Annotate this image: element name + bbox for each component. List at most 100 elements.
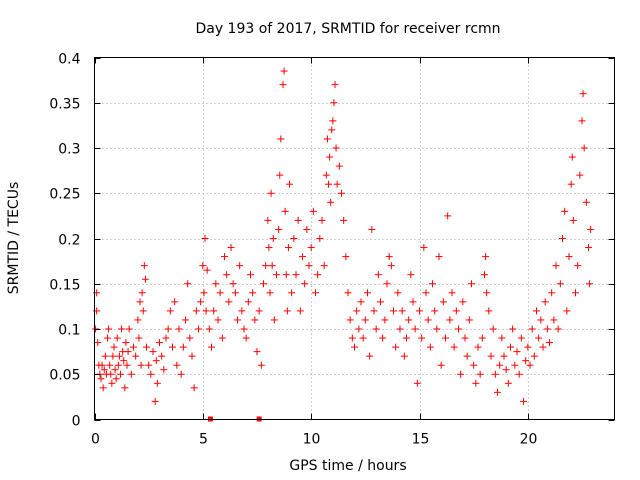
data-point <box>328 126 336 134</box>
data-point <box>344 289 352 297</box>
data-point <box>123 361 131 369</box>
data-point <box>141 275 149 283</box>
data-point <box>132 352 140 360</box>
data-point <box>260 280 267 288</box>
data-point <box>374 271 382 279</box>
data-point <box>273 271 280 279</box>
data-point <box>94 339 102 347</box>
data-point <box>143 343 150 351</box>
data-point <box>372 325 380 333</box>
data-point <box>201 235 209 242</box>
data-point <box>580 144 588 152</box>
data-point <box>145 361 153 369</box>
data-point <box>435 253 443 261</box>
data-point <box>162 334 170 342</box>
data-point <box>184 280 192 288</box>
data-point <box>546 339 553 347</box>
data-point <box>251 316 259 324</box>
data-point <box>359 334 367 342</box>
data-point <box>511 361 519 369</box>
data-point <box>169 343 176 351</box>
data-point <box>171 298 179 306</box>
data-point <box>275 225 283 233</box>
data-point <box>175 325 183 333</box>
data-point <box>526 361 534 369</box>
data-point <box>283 307 291 315</box>
data-point <box>355 325 363 333</box>
data-point <box>335 162 343 170</box>
data-point <box>556 280 564 288</box>
data-point <box>543 325 551 333</box>
data-point <box>307 244 315 252</box>
data-point <box>299 253 306 261</box>
data-point <box>326 153 334 161</box>
data-point <box>333 180 341 188</box>
data-point <box>266 289 274 297</box>
data-point <box>301 280 309 288</box>
data-point <box>455 325 462 333</box>
data-point <box>572 289 579 297</box>
data-point <box>282 271 290 279</box>
data-point <box>424 316 432 324</box>
data-point <box>582 198 590 206</box>
x-tick-label: 0 <box>91 432 100 448</box>
data-point <box>579 90 587 98</box>
data-point <box>509 325 517 333</box>
data-point <box>463 352 471 360</box>
data-point <box>318 216 326 224</box>
data-point <box>247 271 254 279</box>
data-point <box>329 117 337 125</box>
data-point <box>470 361 478 369</box>
data-point <box>379 334 387 342</box>
data-point <box>242 334 250 342</box>
data-point <box>257 361 265 369</box>
data-point <box>567 180 575 188</box>
data-point <box>346 316 354 324</box>
data-point <box>147 370 155 378</box>
data-point <box>340 216 348 224</box>
chart-title: Day 193 of 2017, SRMTID for receiver rcm… <box>195 21 500 37</box>
y-tick-label: 0.2 <box>58 233 80 249</box>
data-point <box>109 352 117 360</box>
data-point <box>137 361 145 369</box>
data-point <box>396 325 404 333</box>
data-point <box>139 307 147 315</box>
data-point <box>244 298 252 306</box>
data-point <box>361 316 369 324</box>
data-point <box>586 280 594 288</box>
data-point <box>481 271 488 279</box>
data-point <box>539 343 547 351</box>
data-point <box>515 370 523 378</box>
data-point <box>476 370 484 378</box>
data-point <box>120 357 128 365</box>
data-point <box>179 343 187 351</box>
data-point <box>548 289 556 297</box>
data-point <box>491 370 499 378</box>
data-point <box>277 135 285 143</box>
data-point <box>559 235 566 242</box>
data-point <box>177 370 185 378</box>
x-tick-label: 20 <box>520 432 538 448</box>
data-point <box>489 325 497 333</box>
data-point <box>236 262 244 270</box>
data-point <box>357 298 365 306</box>
data-point <box>316 235 324 242</box>
data-point <box>281 207 289 215</box>
data-point <box>138 289 146 297</box>
data-point <box>444 212 452 220</box>
data-point <box>122 339 130 347</box>
data-point <box>149 348 157 356</box>
data-point <box>461 334 469 342</box>
data-point <box>568 153 576 161</box>
data-point <box>533 307 540 315</box>
data-point <box>188 352 196 360</box>
grid-layer <box>94 57 615 420</box>
data-point <box>418 334 426 342</box>
data-point <box>200 289 208 297</box>
data-point <box>478 334 486 342</box>
data-point <box>104 334 111 342</box>
data-point <box>482 253 490 261</box>
data-point <box>437 361 445 369</box>
data-point <box>98 361 106 369</box>
data-point <box>190 384 198 392</box>
